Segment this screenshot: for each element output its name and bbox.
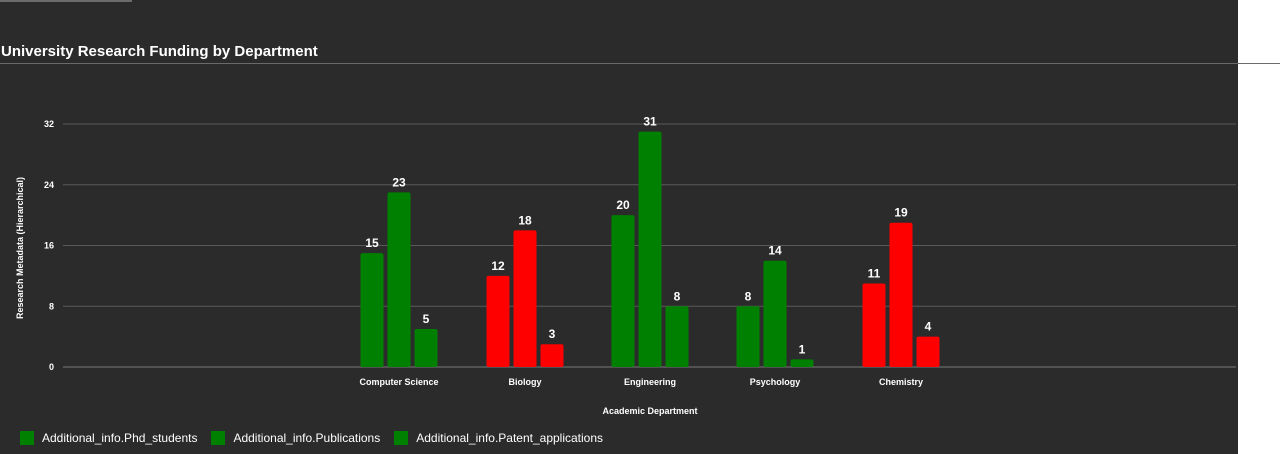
x-tick-label: Psychology [750,377,801,387]
legend-label: Additional_info.Patent_applications [416,431,604,445]
legend-item[interactable]: Additional_info.Publications [211,431,380,445]
y-tick-label: 32 [44,119,54,129]
bar-value-label: 11 [868,266,881,280]
bar [486,275,510,367]
y-axis-label: Research Metadata (Hierarchical) [15,177,25,319]
y-tick-label: 0 [49,362,54,372]
y-tick-label: 16 [44,241,54,251]
bar-value-label: 12 [491,259,505,273]
legend-swatch [211,431,226,445]
legend-label: Additional_info.Publications [233,431,381,445]
x-axis-label: Academic Department [602,406,697,416]
bar [889,222,913,367]
bar-value-label: 4 [925,320,932,334]
x-tick-label: Engineering [624,377,676,387]
bar-value-label: 15 [365,236,379,250]
legend-item[interactable]: Additional_info.Patent_applications [394,431,603,445]
bar [862,283,886,367]
legend-swatch [20,431,34,445]
bar-value-label: 18 [518,213,532,227]
bar [916,336,940,367]
chart-legend: Additional_info.Phd_students Additional_i… [20,431,617,445]
bar-value-label: 23 [392,175,406,189]
bar-value-label: 31 [643,115,657,129]
bar [763,260,787,367]
bar [638,131,662,367]
bar-value-label: 14 [768,244,782,258]
y-tick-label: 8 [49,301,54,311]
legend-swatch [394,431,409,445]
tab-indicator [0,0,132,2]
legend-item[interactable]: Additional_info.Phd_students [20,431,197,445]
legend-label: Additional_info.Phd_students [42,431,198,445]
bar-value-label: 19 [894,206,908,220]
bar-value-label: 5 [423,312,430,326]
title-divider [0,63,1280,64]
chart-title: University Research Funding by Departmen… [1,43,318,60]
bar [790,359,814,367]
bar [665,306,689,367]
x-tick-label: Biology [509,377,542,387]
x-tick-label: Computer Science [359,377,438,387]
bar [611,215,635,367]
bar [387,192,411,367]
bar [736,306,760,367]
bar-value-label: 8 [674,289,681,303]
x-tick-label: Chemistry [879,377,923,387]
y-tick-label: 24 [44,180,54,190]
bar-value-label: 3 [549,327,556,341]
bar [360,253,384,367]
bar-value-label: 1 [799,342,806,356]
bar-value-label: 8 [745,289,752,303]
bar-value-label: 20 [616,198,630,212]
bar [540,344,564,367]
bar [414,329,438,367]
bar [513,230,537,367]
